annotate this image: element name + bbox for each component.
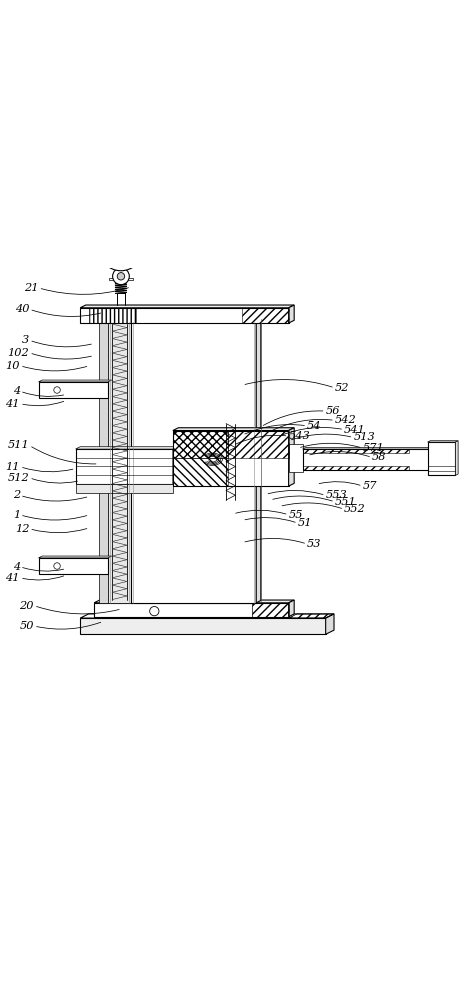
Text: 551: 551 <box>335 497 356 507</box>
Polygon shape <box>288 428 294 486</box>
Polygon shape <box>75 449 173 484</box>
Text: 51: 51 <box>298 518 312 528</box>
Circle shape <box>99 226 143 271</box>
Polygon shape <box>80 305 294 308</box>
Polygon shape <box>173 431 288 486</box>
Text: 541: 541 <box>344 425 366 435</box>
Polygon shape <box>256 319 261 603</box>
Polygon shape <box>173 428 294 431</box>
Circle shape <box>54 563 60 569</box>
Polygon shape <box>173 447 178 484</box>
Polygon shape <box>455 441 458 475</box>
Polygon shape <box>108 319 261 322</box>
Text: 11: 11 <box>6 462 20 472</box>
Text: 50: 50 <box>20 621 34 631</box>
Polygon shape <box>302 449 432 470</box>
Text: 20: 20 <box>20 601 34 611</box>
Polygon shape <box>75 447 178 449</box>
Polygon shape <box>39 558 108 574</box>
Polygon shape <box>39 380 112 382</box>
Text: 40: 40 <box>15 304 29 314</box>
Polygon shape <box>110 278 132 280</box>
Circle shape <box>116 244 126 253</box>
Text: 57: 57 <box>363 481 377 491</box>
Text: 511: 511 <box>7 440 29 450</box>
Text: 512: 512 <box>7 473 29 483</box>
Polygon shape <box>428 442 455 475</box>
Text: 571: 571 <box>363 443 384 453</box>
Circle shape <box>150 607 159 616</box>
Text: 102: 102 <box>7 348 29 358</box>
Circle shape <box>119 246 123 251</box>
Polygon shape <box>288 305 294 323</box>
Circle shape <box>117 273 125 280</box>
Text: 12: 12 <box>15 524 29 534</box>
Text: 553: 553 <box>326 490 348 500</box>
Circle shape <box>136 226 142 232</box>
Polygon shape <box>288 444 302 472</box>
Polygon shape <box>80 614 334 618</box>
Polygon shape <box>302 448 435 449</box>
Polygon shape <box>80 308 288 323</box>
Polygon shape <box>94 603 288 617</box>
Text: 56: 56 <box>326 406 340 416</box>
Text: 4: 4 <box>13 386 20 396</box>
Text: 58: 58 <box>372 452 386 462</box>
Polygon shape <box>108 322 131 603</box>
Polygon shape <box>131 322 256 603</box>
Text: 41: 41 <box>6 399 20 409</box>
Text: 2: 2 <box>13 490 20 500</box>
Polygon shape <box>428 441 458 442</box>
Text: 3: 3 <box>22 335 29 345</box>
Text: 53: 53 <box>307 539 322 549</box>
Text: 543: 543 <box>288 431 310 441</box>
Text: 10: 10 <box>6 361 20 371</box>
Polygon shape <box>288 600 294 617</box>
Text: 55: 55 <box>288 510 303 520</box>
Text: 52: 52 <box>335 383 350 393</box>
Text: 1: 1 <box>13 510 20 520</box>
Text: 552: 552 <box>344 504 366 514</box>
Text: 4: 4 <box>13 562 20 572</box>
Polygon shape <box>326 614 334 634</box>
Text: 21: 21 <box>24 283 39 293</box>
Polygon shape <box>39 556 112 558</box>
Polygon shape <box>75 484 173 493</box>
Polygon shape <box>99 322 108 603</box>
Text: 542: 542 <box>335 415 356 425</box>
Circle shape <box>54 387 60 393</box>
Polygon shape <box>94 600 294 603</box>
Text: 41: 41 <box>6 573 20 583</box>
Polygon shape <box>39 382 108 398</box>
Circle shape <box>113 268 129 285</box>
Text: 513: 513 <box>353 432 375 442</box>
Text: 54: 54 <box>307 421 322 431</box>
Polygon shape <box>80 618 326 634</box>
